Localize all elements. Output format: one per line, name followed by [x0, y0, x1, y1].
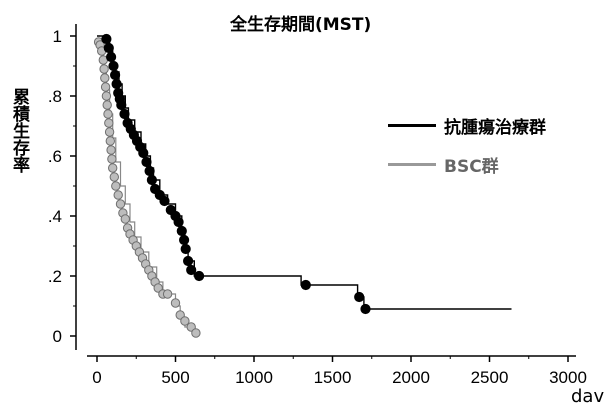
- x-tick-label: 500: [161, 368, 189, 387]
- data-point-0: [173, 216, 184, 228]
- series-line-0: [97, 35, 512, 310]
- data-point-1: [115, 199, 126, 209]
- y-tick-label: 0: [53, 327, 62, 346]
- data-point-0: [110, 69, 121, 81]
- data-point-0: [138, 147, 149, 159]
- data-point-0: [360, 303, 371, 315]
- data-point-1: [103, 109, 113, 119]
- y-axis-label: 累積生存率: [9, 88, 29, 173]
- data-point-0: [183, 255, 194, 267]
- data-point-1: [109, 172, 120, 182]
- x-tick-label: 2000: [392, 368, 430, 387]
- x-axis-label: dav: [571, 386, 605, 407]
- data-point-1: [106, 145, 116, 155]
- series-layer: [93, 33, 512, 338]
- data-point-0: [180, 243, 191, 255]
- data-point-0: [101, 33, 112, 45]
- data-point-0: [300, 279, 311, 291]
- x-tick-label: 2500: [471, 368, 509, 387]
- data-point-0: [141, 156, 152, 168]
- data-point-0: [146, 174, 157, 186]
- y-tick-label: 1: [53, 27, 62, 46]
- data-point-1: [113, 190, 123, 200]
- data-point-1: [104, 118, 114, 128]
- legend-item-treatment: 抗腫瘍治療群: [388, 113, 546, 138]
- y-tick-label: .8: [48, 87, 62, 106]
- data-point-1: [100, 82, 111, 92]
- legend-item-bsc: BSC群: [388, 152, 499, 177]
- x-tick-label: 1500: [314, 368, 352, 387]
- data-point-1: [101, 91, 112, 101]
- data-point-0: [194, 270, 205, 282]
- legend-label-bsc: BSC群: [444, 157, 499, 177]
- data-point-1: [111, 181, 121, 191]
- data-point-0: [103, 42, 114, 54]
- data-point-0: [106, 51, 117, 63]
- data-point-1: [108, 163, 118, 173]
- data-point-0: [144, 165, 155, 177]
- data-point-1: [102, 100, 112, 110]
- data-point-0: [159, 195, 170, 207]
- data-point-0: [176, 225, 187, 237]
- data-point-0: [186, 264, 197, 276]
- data-point-0: [179, 234, 190, 246]
- legend-line-bsc: [388, 163, 436, 166]
- x-tick-label: 0: [92, 368, 101, 387]
- y-tick-label: .2: [48, 267, 62, 286]
- data-point-0: [108, 60, 119, 72]
- legend-line-treatment: [388, 124, 436, 127]
- data-point-1: [120, 214, 131, 224]
- x-tick-label: 1000: [235, 368, 273, 387]
- data-point-1: [105, 136, 116, 146]
- data-point-0: [119, 108, 130, 120]
- data-point-1: [99, 64, 109, 74]
- axes: 0 .2 .4 .6 .8 1 0 500 1000 1500 2000 2500 3000: [48, 24, 587, 387]
- y-tick-label: .4: [48, 207, 62, 226]
- data-point-0: [116, 99, 127, 111]
- x-tick-label: 3000: [549, 368, 587, 387]
- y-tick-label: .6: [48, 147, 62, 166]
- chart-title: 全生存期間(MST): [230, 15, 372, 35]
- data-point-0: [111, 78, 122, 90]
- data-point-1: [104, 127, 115, 137]
- data-point-1: [162, 289, 173, 299]
- data-point-1: [170, 298, 181, 308]
- data-point-1: [191, 328, 201, 338]
- data-point-1: [180, 316, 190, 326]
- data-point-0: [354, 291, 365, 303]
- legend-label-treatment: 抗腫瘍治療群: [444, 118, 546, 138]
- data-point-1: [100, 73, 110, 83]
- data-point-1: [107, 154, 117, 164]
